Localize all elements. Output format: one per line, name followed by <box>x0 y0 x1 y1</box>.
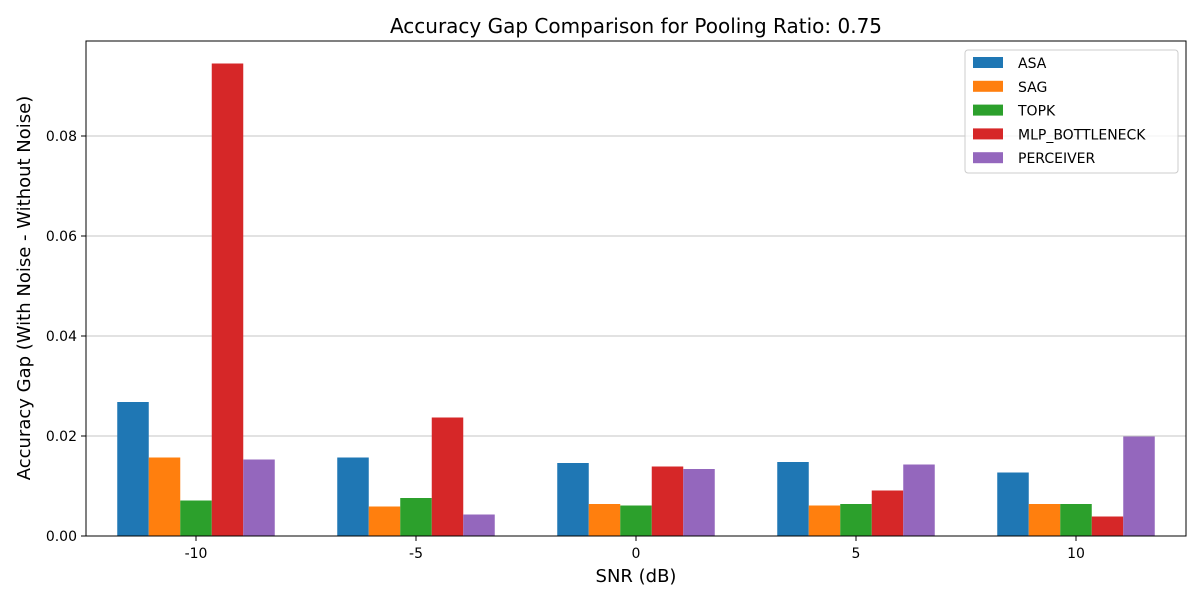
legend-swatch <box>973 152 1003 164</box>
bar-mlp-bottleneck <box>871 490 904 536</box>
x-tick-label: 5 <box>852 546 861 562</box>
bar-mlp-bottleneck <box>1091 516 1124 536</box>
y-tick-label: 0.00 <box>46 529 77 545</box>
bar-perceiver <box>243 459 275 536</box>
bars <box>117 63 1155 536</box>
bar-asa <box>777 462 809 536</box>
bar-mlp-bottleneck <box>651 466 684 536</box>
bar-asa <box>117 402 149 536</box>
legend-box <box>964 49 1179 174</box>
bar-mlp-bottleneck <box>431 417 464 536</box>
x-axis-label: SNR (dB) <box>596 566 677 587</box>
legend-label: MLP_BOTTLENECK <box>1018 127 1146 143</box>
bar-sag <box>148 457 181 536</box>
y-tick-label: 0.06 <box>46 229 77 245</box>
y-tick-label: 0.08 <box>46 129 77 145</box>
bar-mlp-bottleneck <box>211 63 244 536</box>
bar-perceiver <box>903 464 935 536</box>
legend-swatch <box>973 104 1003 116</box>
bar-sag <box>368 506 401 536</box>
legend-swatch <box>973 57 1003 68</box>
legend-swatch <box>973 128 1003 140</box>
bar-topk <box>400 498 432 536</box>
bar-topk <box>180 500 212 536</box>
bar-asa <box>557 463 589 536</box>
axis-ticks: 0.00 0.02 0.04 0.06 0.08 -10 -5 0 5 10 <box>46 129 1085 562</box>
bar-sag <box>1028 504 1061 536</box>
y-tick-label: 0.02 <box>46 429 77 445</box>
y-tick-label: 0.04 <box>46 329 77 345</box>
x-tick-label: -5 <box>409 546 423 562</box>
legend-label: SAG <box>1018 80 1047 96</box>
legend-label: ASA <box>1018 56 1047 72</box>
legend: ASA SAG TOPK MLP_BOTTLENECK PERCEIVER <box>964 49 1179 174</box>
bar-sag <box>808 505 841 536</box>
x-tick-label: -10 <box>185 546 208 562</box>
bar-asa <box>997 472 1029 536</box>
bar-topk <box>1060 504 1092 536</box>
bar-topk <box>840 504 872 536</box>
bar-perceiver <box>683 469 715 536</box>
bar-asa <box>337 457 369 536</box>
y-axis-label: Accuracy Gap (With Noise - Without Noise… <box>14 96 35 481</box>
bar-perceiver <box>1123 436 1155 536</box>
legend-label: PERCEIVER <box>1018 151 1095 167</box>
x-tick-label: 10 <box>1067 546 1085 562</box>
x-tick-label: 0 <box>632 546 641 562</box>
bar-sag <box>588 504 621 536</box>
chart-title: Accuracy Gap Comparison for Pooling Rati… <box>390 14 882 38</box>
bar-perceiver <box>463 514 495 536</box>
legend-label: TOPK <box>1017 104 1056 120</box>
bar-topk <box>620 505 652 536</box>
legend-swatch <box>973 80 1003 92</box>
